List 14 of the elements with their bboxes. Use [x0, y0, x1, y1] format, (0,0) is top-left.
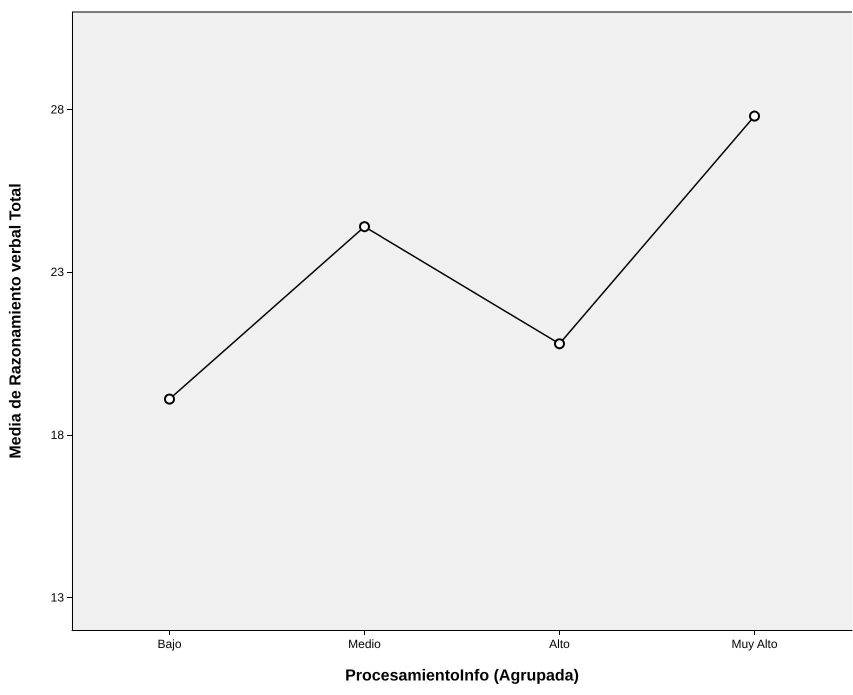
x-tick-label: Alto	[549, 637, 570, 651]
y-axis-title: Media de Razonamiento verbal Total	[8, 183, 24, 459]
point	[554, 338, 565, 350]
y-tick-label: 13	[50, 590, 64, 604]
y-tick-label: 18	[50, 428, 64, 442]
point	[359, 221, 370, 232]
point	[749, 110, 760, 122]
y-tick-label: 28	[50, 102, 64, 117]
x-tick-label: Bajo	[157, 637, 182, 651]
x-axis-title: ProcesamientoInfo (Agrupada)	[345, 668, 579, 684]
x-tick-label: Muy Alto	[731, 637, 778, 651]
point	[164, 394, 175, 405]
y-tick-label: 23	[50, 265, 64, 280]
x-tick-label: Medio	[348, 637, 382, 651]
